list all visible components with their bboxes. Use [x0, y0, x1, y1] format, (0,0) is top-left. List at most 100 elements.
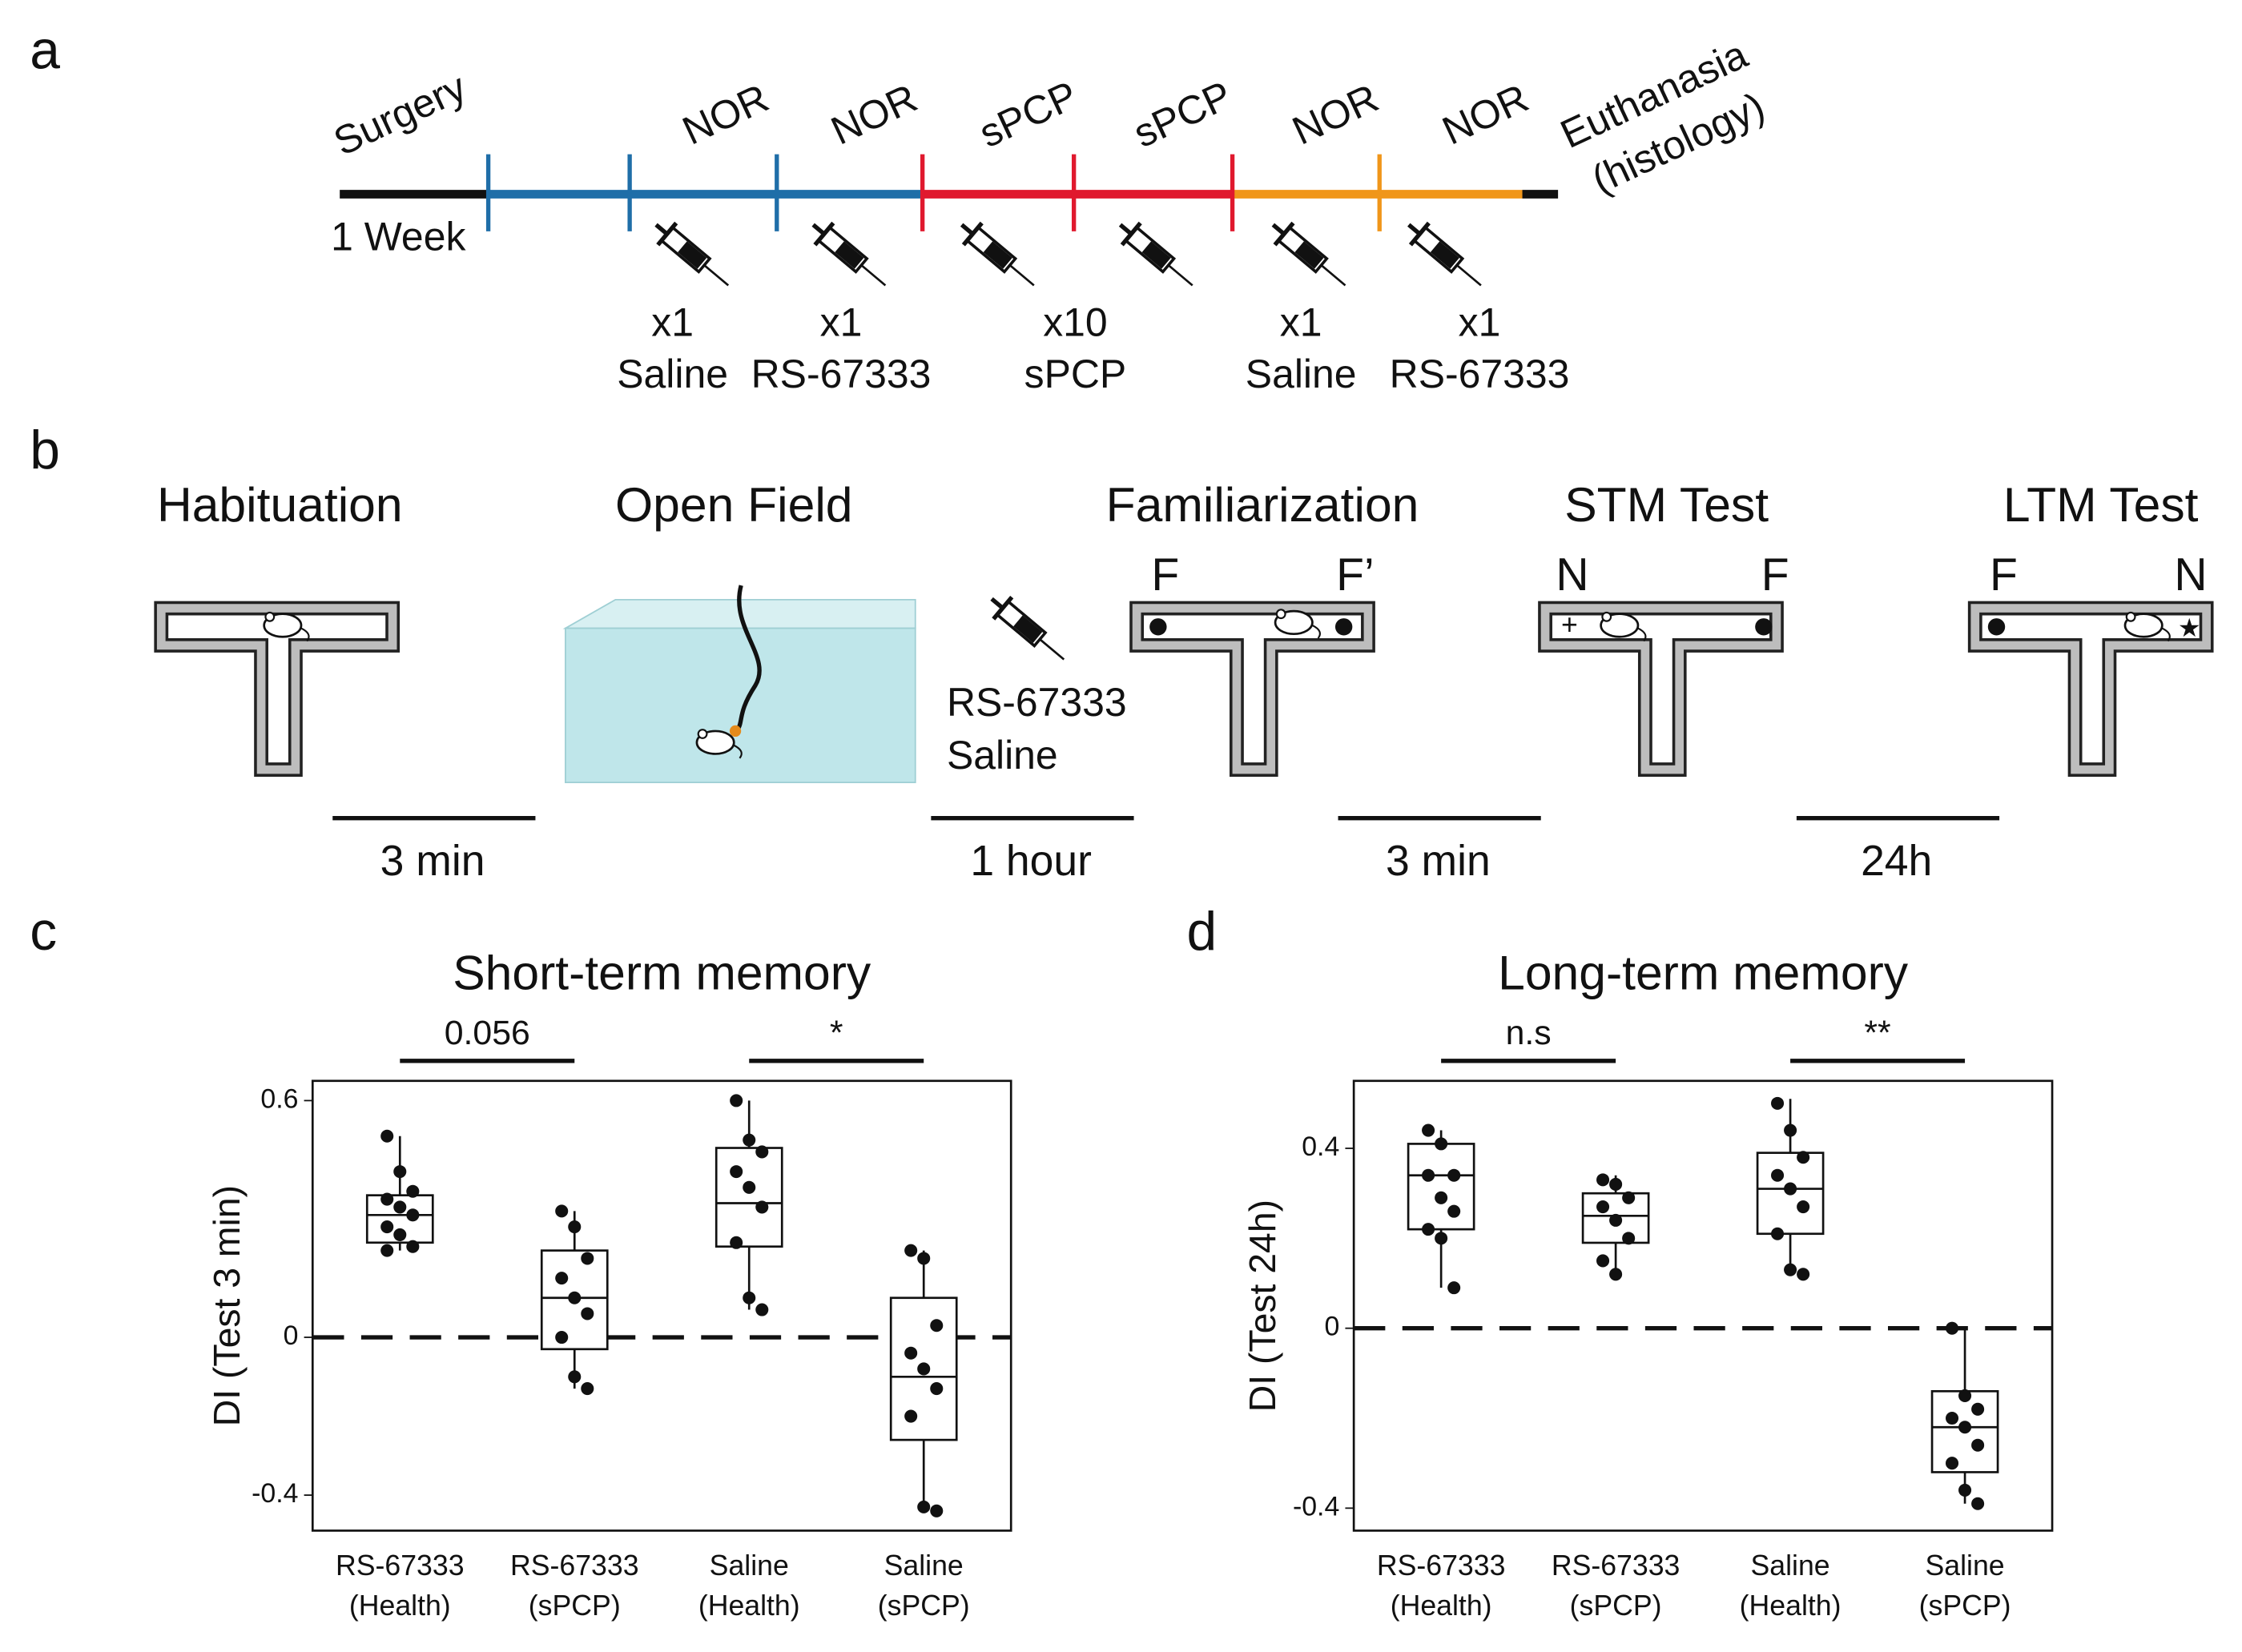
data-point: [1422, 1223, 1435, 1236]
data-point: [1971, 1438, 1985, 1452]
x-tick-label: RS-67333: [336, 1550, 465, 1582]
injection-label: RS-67333: [1390, 352, 1570, 396]
data-point: [1971, 1402, 1985, 1416]
object-label: N: [2174, 549, 2207, 601]
panel-label: d: [1187, 902, 1218, 962]
data-point: [743, 1133, 756, 1147]
data-point: [1971, 1497, 1985, 1510]
plot-frame: [311, 1079, 1012, 1532]
object-label: F: [1151, 549, 1179, 601]
data-point: [393, 1200, 407, 1214]
y-tick-label: 0.4: [1302, 1131, 1339, 1162]
data-point: [1797, 1200, 1810, 1214]
data-point: [1422, 1123, 1435, 1137]
data-point: [743, 1180, 756, 1194]
phase-label: sPCP: [972, 72, 1084, 156]
injection-label: RS-67333: [751, 352, 932, 396]
data-point: [917, 1500, 931, 1513]
data-point: [406, 1240, 420, 1253]
interval-label: 3 min: [1386, 838, 1491, 885]
object-label: F: [1761, 549, 1789, 601]
data-point: [904, 1244, 918, 1257]
data-point: [1771, 1168, 1785, 1182]
phase-label: sPCP: [1127, 72, 1238, 156]
protocol: Habituation Open Field Familiarization STM …: [157, 477, 2208, 885]
data-point: [568, 1370, 582, 1384]
data-point: [1447, 1281, 1461, 1295]
interval-label: 1 hour: [970, 838, 1092, 885]
y-tick-label: -0.4: [252, 1478, 298, 1509]
data-point: [406, 1184, 420, 1198]
interval-label: 3 min: [380, 838, 485, 885]
data-point: [1435, 1191, 1448, 1204]
data-point: [1609, 1268, 1623, 1281]
data-point: [393, 1228, 407, 1241]
panel-label: b: [30, 420, 60, 480]
data-point: [1784, 1123, 1797, 1137]
injection-label: x10: [1043, 300, 1107, 345]
data-point: [930, 1382, 944, 1396]
data-point: [568, 1291, 582, 1304]
object-label: F’: [1336, 549, 1375, 601]
data-point: [1958, 1421, 1972, 1434]
data-point: [1609, 1213, 1623, 1227]
data-point: [1596, 1254, 1610, 1268]
y-tick-label: -0.4: [1293, 1491, 1339, 1521]
x-tick-label: RS-67333: [1552, 1550, 1680, 1582]
syringe-icon: [804, 214, 895, 296]
object-label: N: [1556, 549, 1588, 601]
data-point: [730, 1094, 743, 1107]
box: [714, 1147, 783, 1248]
svg-text:★: ★: [2178, 613, 2201, 642]
x-tick-label: Saline: [710, 1550, 789, 1582]
data-point: [904, 1409, 918, 1423]
significance-label: 0.056: [445, 1014, 530, 1052]
x-tick-label: (sPCP): [529, 1590, 621, 1622]
data-point: [930, 1319, 944, 1332]
data-point: [380, 1220, 394, 1234]
stage-title: Familiarization: [1106, 477, 1419, 532]
injection-label: Saline: [617, 352, 728, 396]
data-point: [555, 1272, 569, 1285]
x-tick-label: (Health): [1391, 1590, 1492, 1622]
y-axis-label: DI (Test 24h): [1242, 1200, 1283, 1412]
injection-label: x1: [1280, 300, 1322, 345]
interval-label: 24h: [1861, 838, 1932, 885]
phase-label: NOR: [1286, 75, 1385, 154]
timeline-label: Surgery: [327, 64, 473, 164]
x-tick-label: (Health): [698, 1590, 800, 1622]
data-point: [730, 1165, 743, 1179]
data-point: [568, 1220, 582, 1234]
box: [1407, 1143, 1475, 1231]
data-point: [1435, 1137, 1448, 1151]
data-point: [1958, 1483, 1972, 1497]
maze-drawings: + ★: [154, 601, 2214, 777]
data-point: [581, 1307, 594, 1320]
data-point: [1771, 1227, 1785, 1240]
x-tick-label: Saline: [884, 1550, 964, 1582]
phase-label: NOR: [824, 75, 924, 154]
x-tick-label: RS-67333: [1377, 1550, 1506, 1582]
syringe-icon: [983, 588, 1073, 670]
data-point: [1622, 1232, 1636, 1245]
chart-title: Short-term memory: [453, 946, 871, 1000]
injection-label: Saline: [1246, 352, 1357, 396]
x-tick-label: (Health): [349, 1590, 451, 1622]
syringe-icon: [952, 214, 1043, 296]
x-tick-label: (sPCP): [1570, 1590, 1662, 1622]
syringe-icon: [647, 214, 738, 296]
data-point: [1447, 1204, 1461, 1218]
chart-title: Long-term memory: [1498, 946, 1909, 1000]
x-tick-label: (Health): [1740, 1590, 1841, 1622]
data-point: [581, 1382, 594, 1396]
data-point: [555, 1330, 569, 1345]
data-point: [1945, 1457, 1959, 1470]
injection-label: x1: [1459, 300, 1501, 345]
x-tick-label: Saline: [1751, 1550, 1830, 1582]
box: [1581, 1192, 1650, 1244]
x-tick-label: Saline: [1926, 1550, 2005, 1582]
data-point: [1596, 1200, 1610, 1214]
panel-label: a: [30, 21, 60, 81]
significance-label: *: [830, 1014, 843, 1052]
